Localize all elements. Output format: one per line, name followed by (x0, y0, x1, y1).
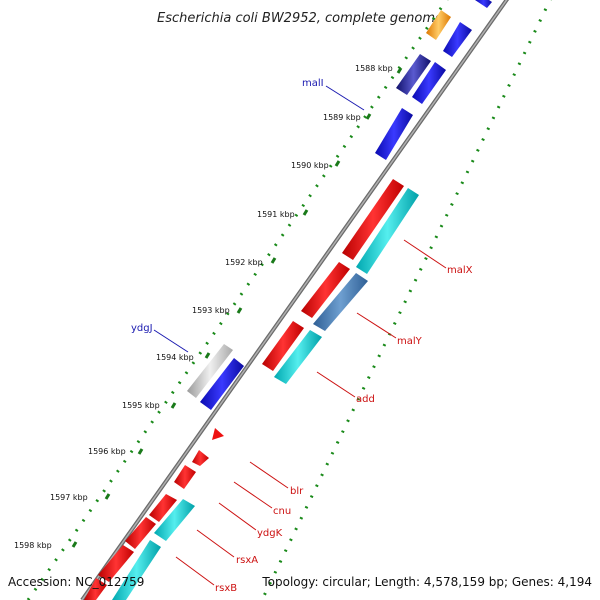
gene-feature-blue[interactable] (412, 62, 446, 104)
gene-feature-blue[interactable] (443, 22, 472, 57)
gene-feature-small-red[interactable] (192, 450, 209, 466)
genome-summary-text: Topology: circular; Length: 4,578,159 bp… (261, 575, 592, 589)
gene-feature-red[interactable] (98, 545, 134, 582)
kbp-label: 1590 kbp (291, 161, 329, 170)
gene-label-malI[interactable]: malI (302, 78, 324, 89)
gene-feature-small-red[interactable] (212, 428, 224, 440)
kbp-label: 1597 kbp (50, 493, 88, 502)
gene-leader-lines (153, 85, 447, 586)
kbp-label: 1588 kbp (355, 64, 393, 73)
gene-feature-red[interactable] (174, 465, 196, 489)
gene-label-ydgK[interactable]: ydgK (257, 528, 283, 539)
gene-label-ydgJ[interactable]: ydgJ (131, 323, 153, 334)
gene-feature-malX[interactable] (356, 188, 419, 274)
kbp-label: 1591 kbp (257, 210, 295, 219)
gene-feature-red[interactable] (149, 494, 177, 522)
kbp-label: 1595 kbp (122, 401, 160, 410)
gene-feature-cyan[interactable] (154, 499, 195, 541)
gene-feature-red[interactable] (262, 321, 304, 371)
gene-label-rsxB[interactable]: rsxB (215, 583, 237, 594)
gene-feature-blue[interactable] (200, 358, 244, 410)
kbp-label: 1598 kbp (14, 541, 52, 550)
gene-feature-red[interactable] (342, 179, 404, 260)
kbp-label: 1594 kbp (156, 353, 194, 362)
kbp-label: 1596 kbp (88, 447, 126, 456)
gene-feature-orange[interactable] (426, 10, 451, 40)
gene-feature-navy[interactable] (396, 54, 431, 95)
accession-text: Accession: NC_012759 (8, 575, 144, 589)
gene-feature-red[interactable] (125, 517, 156, 549)
gene-feature-blue[interactable] (375, 108, 413, 160)
gene-feature-red[interactable] (84, 578, 107, 600)
gene-label-add[interactable]: add (356, 394, 375, 405)
kbp-label: 1589 kbp (323, 113, 361, 122)
gene-feature-add[interactable] (274, 330, 322, 384)
gene-feature-top-blue[interactable] (475, 0, 492, 8)
kbp-label: 1593 kbp (192, 306, 230, 315)
gene-feature-ydgJ[interactable] (187, 344, 233, 398)
gene-label-blr[interactable]: blr (290, 486, 304, 497)
gene-label-malX[interactable]: malX (447, 265, 473, 276)
kbp-label: 1592 kbp (225, 258, 263, 267)
inner-tick-track (26, 0, 449, 600)
kbp-tick-marks (71, 67, 403, 548)
gene-label-cnu[interactable]: cnu (273, 506, 291, 517)
gene-feature-red[interactable] (301, 262, 350, 318)
gene-label-malY[interactable]: malY (397, 336, 423, 347)
genome-backbone-highlight (81, 0, 508, 600)
map-title: Escherichia coli BW2952, complete genome (157, 11, 443, 26)
gene-feature-malY[interactable] (313, 273, 368, 331)
gene-feature-cyan[interactable] (112, 540, 161, 600)
gene-label-rsxA[interactable]: rsxA (236, 555, 258, 566)
